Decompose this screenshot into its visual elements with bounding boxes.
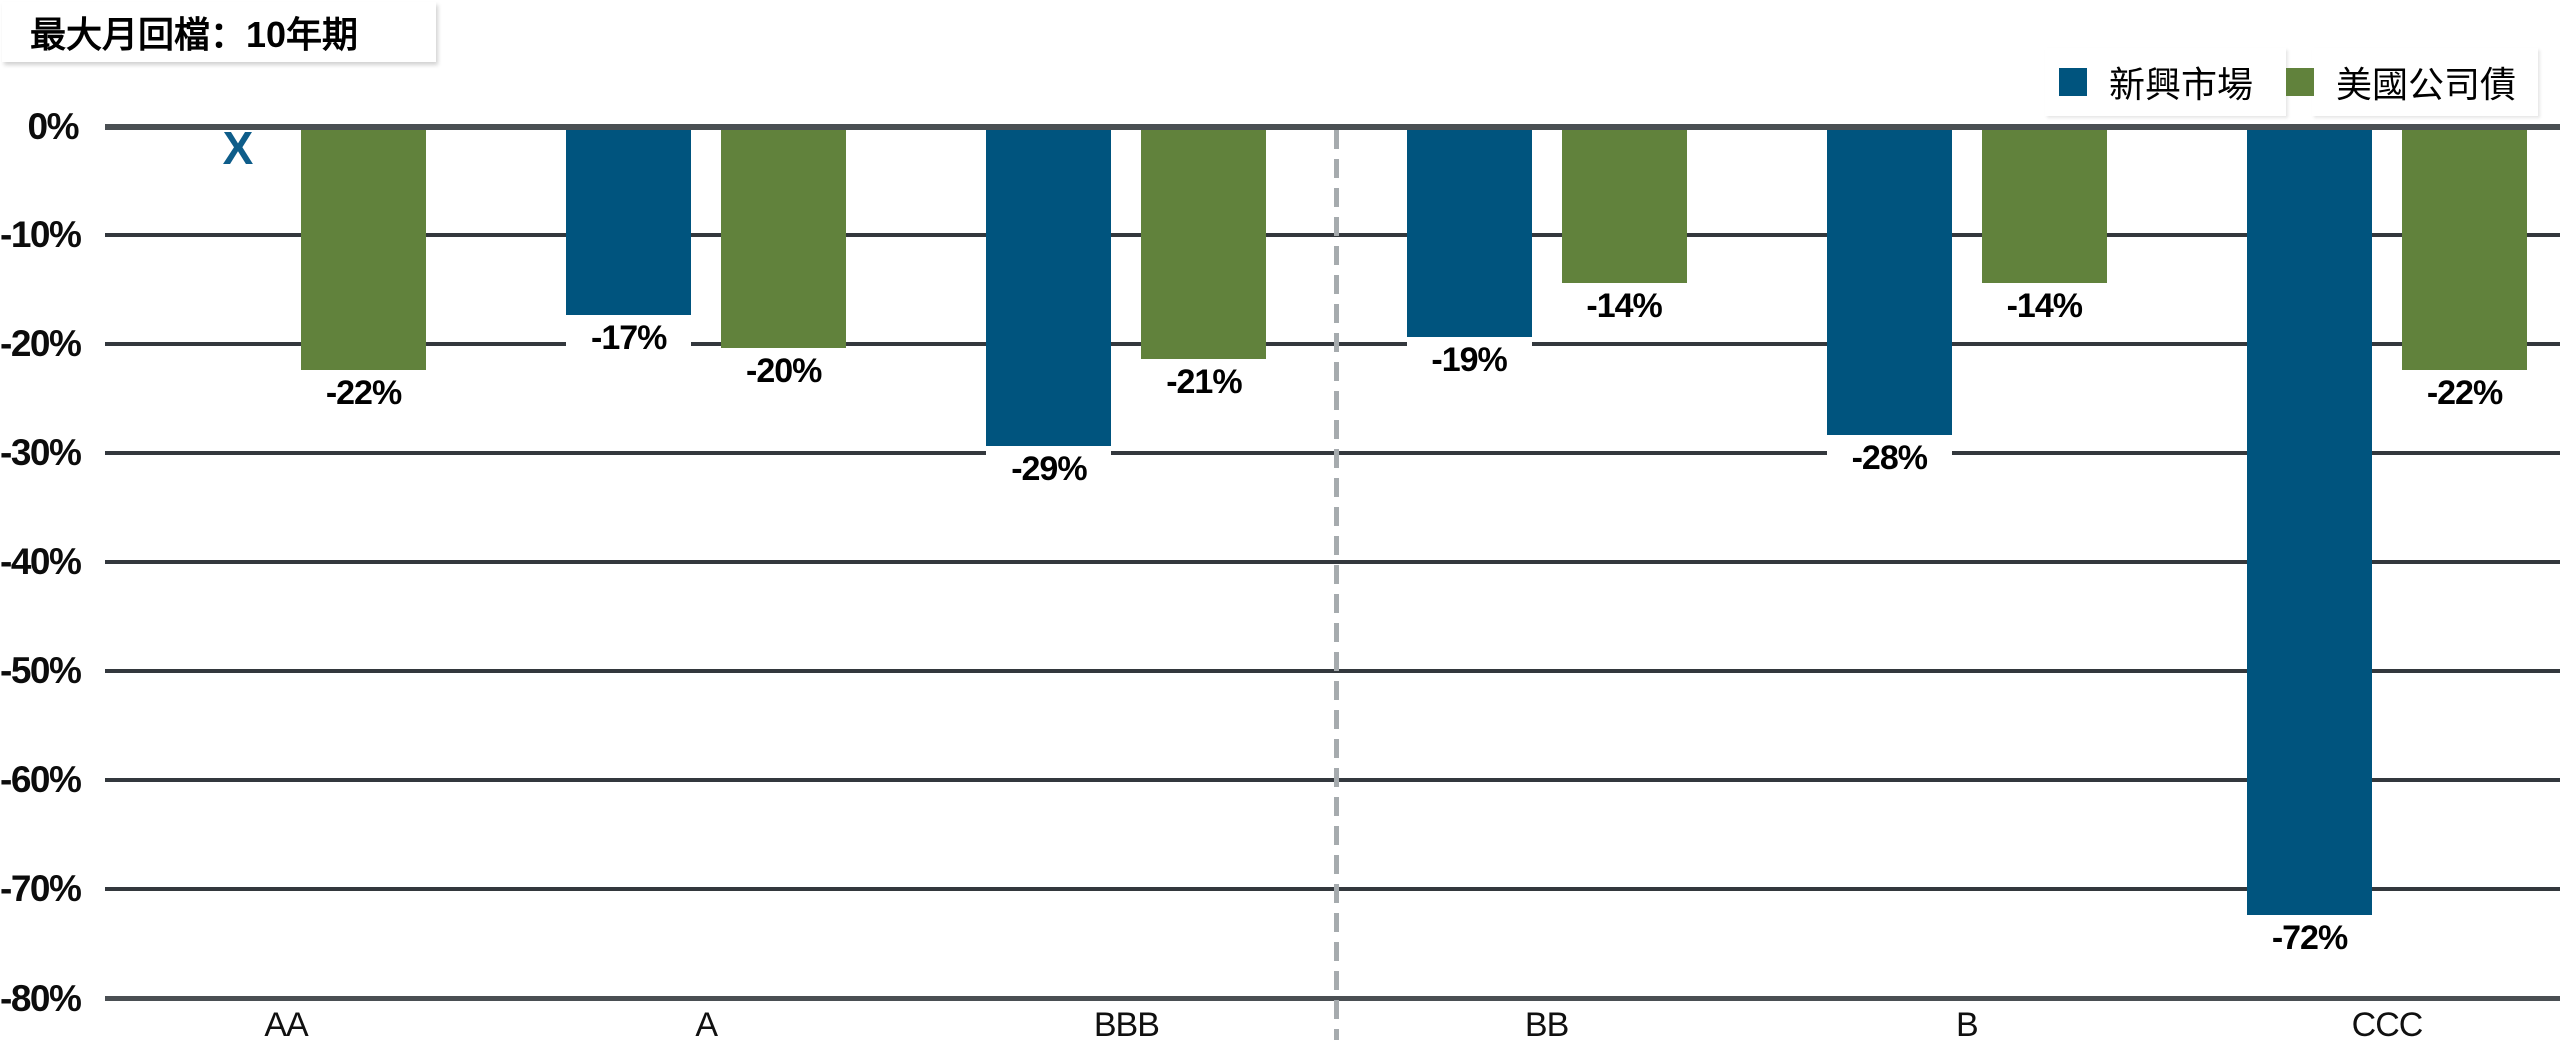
y-tick--20%: -20% [0,323,82,364]
bar-label-us-corporate-bonds-AA: -22% [301,373,426,413]
bar-us-corporate-bonds-BB [1561,130,1687,283]
chart-title-box: 最大月回檔：10年期 [2,2,436,62]
bar-label-us-corporate-bonds-BB: -14% [1561,286,1687,326]
bar-us-corporate-bonds-CCC [2402,130,2527,370]
gridline--70% [105,887,2560,891]
bar-emerging-markets-B [1826,130,1952,435]
y-tick--40%: -40% [0,541,82,582]
bar-emerging-markets-CCC [2247,130,2372,915]
legend-label-us-corporate-bonds: 美國公司債 [2336,64,2517,105]
bar-label-us-corporate-bonds-B: -14% [1981,286,2107,326]
bar-label-us-corporate-bonds-BBB: -21% [1141,362,1267,402]
gridline--50% [105,669,2560,673]
x-label-AA: AA [264,1006,308,1044]
y-tick-0%: 0% [27,106,80,147]
bar-label-emerging-markets-B: -28% [1826,438,1952,478]
bar-label-us-corporate-bonds-CCC: -22% [2402,373,2527,413]
y-tick--10%: -10% [0,214,82,255]
bar-us-corporate-bonds-A [721,130,847,348]
bar-emerging-markets-A [566,130,692,315]
bar-label-us-corporate-bonds-A: -20% [721,351,847,391]
bar-label-emerging-markets-BB: -19% [1406,340,1532,380]
gridline--80% [105,996,2560,1001]
gridline--30% [105,451,2560,455]
gridline--40% [105,560,2560,564]
bar-label-emerging-markets-CCC: -72% [2247,918,2372,958]
y-tick--80%: -80% [0,977,82,1019]
x-label-A: A [695,1006,718,1044]
y-tick--60%: -60% [0,759,82,800]
bar-label-emerging-markets-BBB: -29% [986,449,1112,489]
bar-label-emerging-markets-A: -17% [566,318,692,358]
x-label-BBB: BBB [1093,1006,1160,1044]
x-label-B: B [1955,1006,1979,1044]
ig-hy-divider [1334,130,1339,1040]
legend-swatch-us-corporate-bonds-icon [2286,68,2314,96]
gridline--10% [105,233,2560,237]
y-tick--30%: -30% [0,432,82,473]
legend: 新興市場 美國公司債 [2045,48,2539,118]
x-label-CCC: CCC [2351,1006,2424,1044]
bar-emerging-markets-BB [1406,130,1532,337]
bar-emerging-markets-BBB [986,130,1112,446]
legend-item-emerging-markets: 新興市場 [2045,48,2286,116]
bar-us-corporate-bonds-BBB [1141,130,1267,359]
legend-label-emerging-markets: 新興市場 [2109,64,2254,105]
gridline--60% [105,778,2560,782]
bar-us-corporate-bonds-AA [301,130,426,370]
y-tick--50%: -50% [0,650,82,691]
gridline-0% [105,124,2560,130]
bar-us-corporate-bonds-B [1981,130,2107,283]
gridline--20% [105,342,2560,346]
legend-item-us-corporate-bonds: 美國公司債 [2286,48,2539,116]
y-tick--70%: -70% [0,868,82,909]
no-data-x-marker: X [222,122,254,174]
x-label-BB: BB [1524,1006,1569,1044]
legend-swatch-emerging-markets-icon [2059,68,2087,96]
chart-title: 最大月回檔：10年期 [30,14,359,55]
